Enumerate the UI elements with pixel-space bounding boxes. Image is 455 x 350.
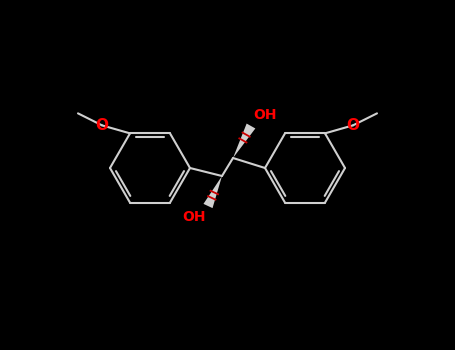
Text: O: O bbox=[347, 118, 359, 133]
Text: OH: OH bbox=[182, 210, 206, 224]
Polygon shape bbox=[233, 124, 255, 158]
Text: O: O bbox=[96, 118, 108, 133]
Polygon shape bbox=[203, 176, 222, 208]
Text: OH: OH bbox=[253, 108, 277, 122]
